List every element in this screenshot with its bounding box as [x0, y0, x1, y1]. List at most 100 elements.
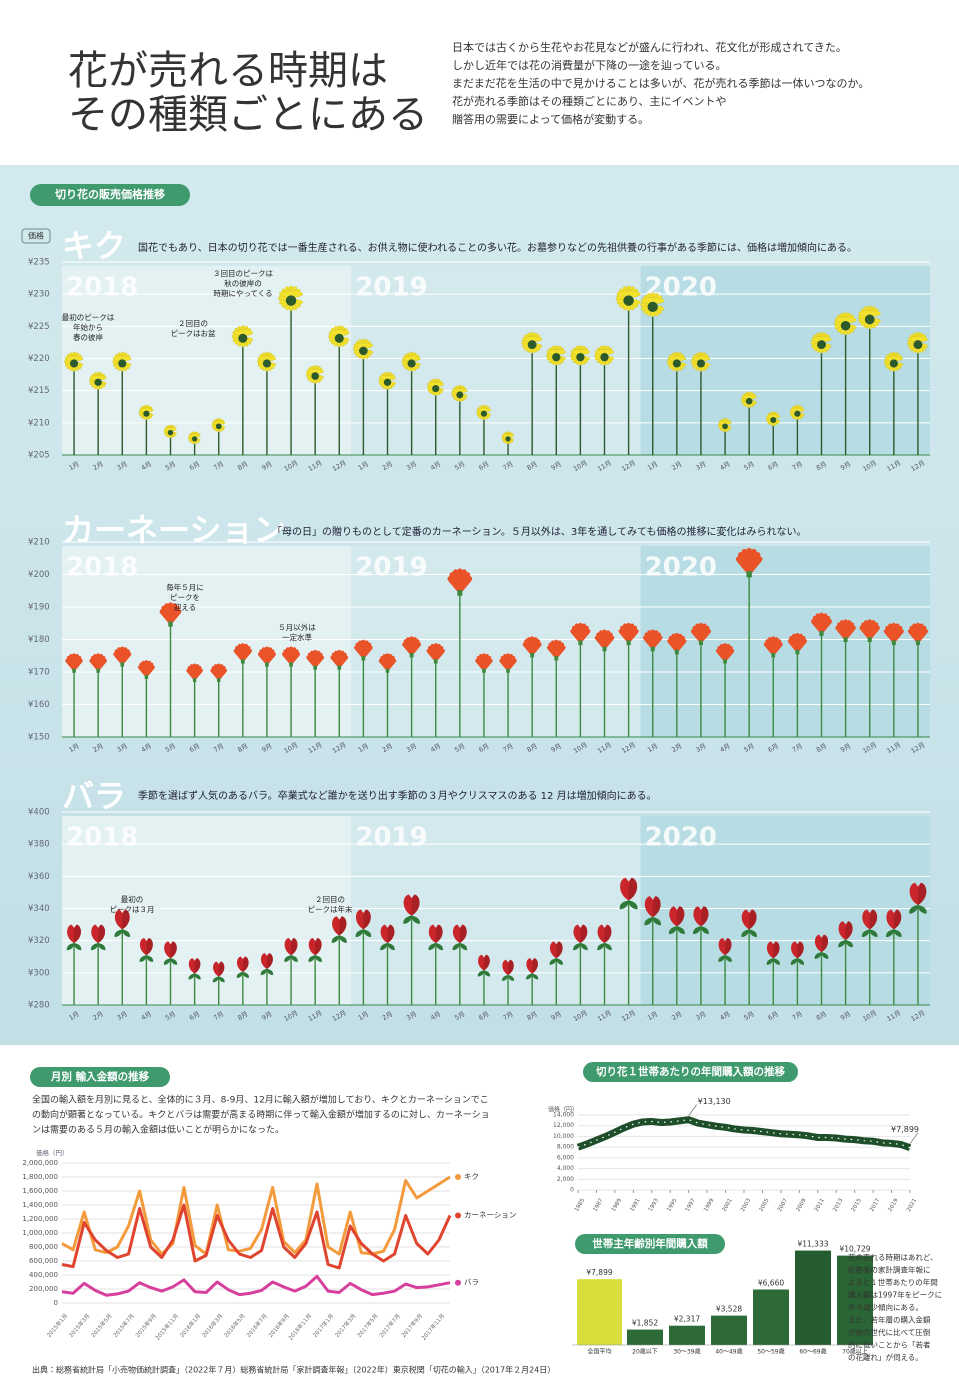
flower [331, 916, 347, 1005]
bloom-shade [652, 896, 661, 918]
calyx [385, 668, 390, 673]
annotation: 迎える [174, 602, 196, 612]
bar [577, 1279, 622, 1345]
annotation: ２回目の [178, 319, 208, 328]
annotation: 一定水準 [282, 632, 312, 642]
legend-dot [455, 1279, 461, 1286]
flower [907, 622, 929, 737]
flower [284, 938, 298, 1005]
series-line [61, 1203, 452, 1270]
calyx [770, 417, 777, 423]
leaf [869, 929, 878, 938]
description-line: ンは需要のある５月の輸入金額は低いことが明らかになった。 [32, 1124, 284, 1136]
flower [907, 331, 928, 455]
calyx [647, 301, 658, 312]
legend-dot [455, 1212, 461, 1219]
x-tick-label: 60〜69歳 [799, 1348, 826, 1356]
bloom-shade [821, 934, 829, 953]
annotation: ¥13,130 [698, 1097, 731, 1106]
flower [691, 351, 711, 455]
calyx [118, 359, 127, 368]
petals [907, 622, 929, 642]
legend-label: バラ [464, 1278, 479, 1287]
petals [690, 622, 712, 642]
annotation: ２回目の [315, 895, 345, 904]
flower [402, 636, 422, 737]
flower [236, 956, 249, 1005]
year-band [62, 266, 352, 455]
flower [428, 924, 443, 1005]
flower [668, 906, 685, 1005]
calyx [168, 621, 173, 627]
flower [549, 941, 563, 1005]
y-tick-label: ¥205 [28, 451, 50, 461]
y-tick-label: 1,800,000 [22, 1173, 58, 1181]
leaf [886, 929, 894, 938]
calyx [840, 320, 851, 331]
leaf [291, 955, 298, 962]
y-tick-label: ¥225 [28, 322, 50, 332]
flower [718, 938, 732, 1005]
leaf [838, 939, 846, 948]
bloom-shade [532, 958, 538, 974]
calyx [311, 372, 319, 380]
leaf [573, 943, 581, 951]
value-label: ¥3,528 [716, 1305, 742, 1314]
year-label: 2019 [355, 553, 427, 583]
calyx [698, 640, 703, 646]
flower [426, 643, 445, 737]
petals [763, 636, 783, 654]
calyx [240, 659, 245, 664]
calyx [192, 678, 197, 682]
petals [354, 639, 373, 657]
y-tick-label: 0 [570, 1187, 574, 1194]
petals [186, 663, 203, 679]
flower [231, 325, 254, 455]
legend-label: カーネーション [464, 1211, 516, 1220]
calyx [722, 423, 728, 430]
flower [546, 639, 566, 737]
leaf [797, 958, 805, 965]
price-label: 価格 [28, 231, 44, 241]
flower [787, 632, 808, 737]
legend-label: キク [464, 1172, 479, 1181]
calyx [600, 352, 609, 362]
calyx [889, 359, 898, 368]
section-pill [583, 1062, 798, 1082]
calyx [794, 410, 801, 417]
annotation: 時期にやってくる [213, 289, 272, 298]
bloom-shade [411, 894, 420, 916]
petals [883, 622, 904, 642]
y-tick-label: 4,000 [557, 1165, 574, 1172]
calyx [482, 668, 486, 673]
flower [378, 371, 396, 455]
calyx [144, 674, 149, 679]
calyx [506, 668, 510, 673]
section-label: 世帯主年齢別年間購入額 [592, 1237, 708, 1250]
flower [401, 351, 421, 455]
leaf [114, 929, 123, 938]
annotation: ピークは３月 [110, 905, 155, 914]
flower [861, 909, 878, 1005]
bloom-shade [435, 924, 443, 944]
calyx [433, 659, 438, 664]
petals [642, 629, 663, 648]
y-tick-label: ¥210 [28, 418, 50, 428]
leaf [122, 929, 131, 938]
y-tick-label: ¥170 [28, 668, 50, 678]
year-band [640, 266, 930, 455]
flower [693, 906, 709, 1005]
petals [522, 636, 542, 654]
flower [859, 619, 880, 737]
calyx [626, 640, 631, 646]
calyx [746, 571, 752, 578]
petals [330, 649, 349, 667]
leaf [163, 958, 171, 965]
year-band [640, 546, 930, 737]
flower [403, 894, 420, 1005]
leaf [700, 926, 709, 935]
flower [810, 331, 832, 455]
flower [615, 285, 641, 455]
flower [814, 934, 829, 1005]
calyx [915, 640, 920, 646]
